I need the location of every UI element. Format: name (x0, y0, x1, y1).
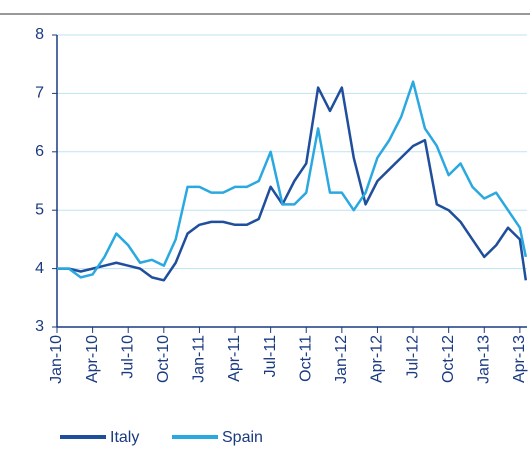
x-tick-label: Jul-10 (119, 335, 136, 379)
y-tick-label: 8 (35, 26, 44, 43)
y-tick-label: 4 (35, 260, 44, 277)
x-tick-label: Jan-10 (48, 335, 65, 384)
x-tick-label: Jul-11 (262, 335, 279, 377)
legend-label: Italy (110, 429, 139, 446)
x-tick-label: Apr-11 (226, 335, 243, 382)
line-0 (57, 86, 528, 282)
x-tick-label: Apr-10 (84, 335, 101, 383)
y-tick-label: 3 (35, 318, 44, 335)
y-tick-label: 5 (35, 201, 44, 218)
x-tick-label: Oct-12 (440, 335, 457, 383)
y-tick-label: 6 (35, 143, 44, 160)
x-tick-label: Jan-12 (333, 335, 350, 384)
x-tick-label: Apr-12 (369, 335, 386, 383)
x-tick-label: Apr-13 (511, 335, 528, 383)
x-tick-label: Oct-10 (155, 335, 172, 383)
x-tick-label: Jan-13 (475, 335, 492, 384)
legend-label: Spain (222, 429, 263, 446)
x-tick-label: Jul-12 (404, 335, 421, 379)
x-tick-label: Jan-11 (191, 335, 208, 383)
x-tick-label: Oct-11 (297, 335, 314, 382)
y-tick-label: 7 (35, 85, 44, 102)
line-1 (57, 80, 528, 279)
